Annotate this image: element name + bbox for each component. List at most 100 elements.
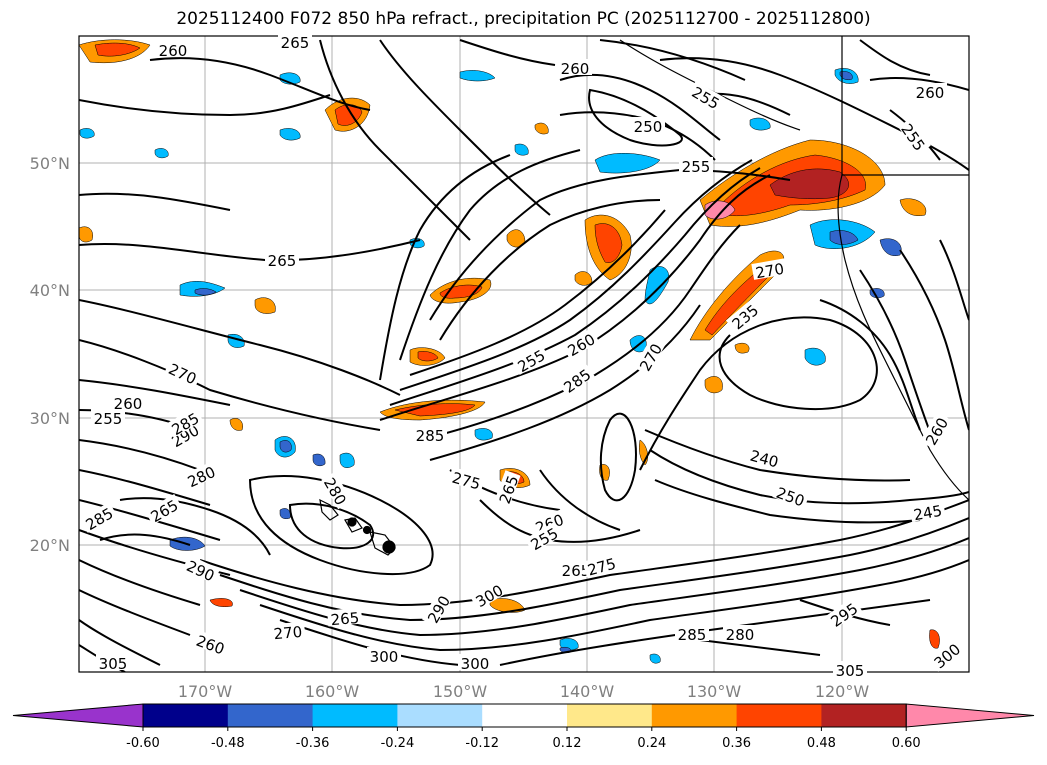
contour-label-bg [182,554,221,584]
colorbar-tick-label: 0.12 [553,736,582,751]
contour-label: 305 [836,662,865,680]
contour-label-bg [511,343,550,375]
colorbar-segment [143,704,229,727]
latitude-labels: 50°N 40°N 30°N 20°N [30,154,70,555]
contour-label-bg [493,470,521,508]
contour-label-bg [687,80,726,112]
contour-label-bg [144,493,183,525]
colorbar-segment [567,704,653,727]
refractivity-contours [79,39,969,672]
contour-label: 270 [754,260,785,283]
contour-label-bg [91,409,125,425]
lat-label-20n: 20°N [30,536,70,555]
contour-label-bg [909,500,946,522]
colorbar-tick-label: 0.36 [722,736,751,751]
contour-label: 265 [562,562,591,580]
map-frame [78,35,970,673]
contour-label-bg [582,552,620,578]
contour-label-bg [557,363,595,396]
contour-label-bg [164,357,203,387]
contour-label: 260 [114,395,143,413]
colorbar-segment [312,704,398,727]
colorbar-tick-label: 0.60 [892,736,921,751]
colorbar: -0.60 -0.48 -0.36 -0.24 -0.12 0.12 0.24 0.36 0.4… [12,703,1035,751]
contour-label: 260 [159,42,188,60]
contour-label-bg [898,117,931,155]
contour-label-bg [321,471,353,510]
contour-label: 245 [912,502,943,525]
contour-label: 285 [678,626,707,644]
contour-label: 285 [416,427,445,445]
lon-label-130w: 130°W [687,682,742,701]
colorbar-tick-label: -0.12 [465,736,499,751]
contour-label: 255 [682,158,711,176]
contour-label: 260 [561,60,590,78]
colorbar-segment [227,704,314,727]
contour-label-bg [458,654,492,670]
lat-label-30n: 30°N [30,409,70,428]
contour-label: 265 [268,252,297,270]
contour-label: 270 [273,623,303,643]
lon-label-160w: 160°W [305,682,360,701]
contour-label: 300 [370,648,399,666]
contour-label-bg [558,59,592,75]
contour-label-bg [270,621,306,641]
contour-label-bg [327,607,363,627]
contour-label: 255 [94,410,123,428]
contour-label-bg [181,460,220,490]
colorbar-tick-label: 0.48 [807,736,836,751]
contour-label: 260 [916,84,945,102]
contour-label-bg [192,629,230,657]
colorbar-tick-label: -0.36 [296,736,330,751]
contour-label-bg [448,466,486,492]
contour-label: 265 [281,34,310,52]
contour-label-bg [265,251,299,267]
lat-label-40n: 40°N [30,281,70,300]
contour-label-bg [631,117,665,133]
lon-label-150w: 150°W [433,682,488,701]
contour-label-bg [367,647,401,663]
colorbar-segment [651,704,738,727]
lat-label-50n: 50°N [30,154,70,173]
longitude-labels: 170°W 160°W 150°W 140°W 130°W 120°W [178,682,870,701]
colorbar-tick-label: -0.48 [211,736,245,751]
contour-label-bg [421,589,453,628]
contour-label: 280 [726,626,755,644]
colorbar-tick-label: -0.60 [126,736,160,751]
contour-label-bg [751,258,788,280]
colorbar-frame [142,703,907,728]
contour-label-bg [469,578,508,610]
lon-label-170w: 170°W [178,682,233,701]
contour-label-bg [165,406,204,438]
contour-label-bg [156,41,190,57]
contour-label-bg [96,654,130,670]
contour-label-bg [278,33,312,49]
contour-label-bg [725,298,763,333]
contour-label: 265 [330,609,360,629]
coastline [319,36,969,556]
contour-label-bg [679,157,713,173]
contour-label: 300 [461,655,490,673]
contour-label-bg [561,327,600,359]
contour-label-bg [413,426,447,442]
contour-label-bg [919,411,951,450]
colorbar-segment [821,704,907,727]
contour-label-bg [927,637,965,672]
contour-label-bg [165,418,204,450]
contour-label-bg [530,508,568,536]
contour-label-bg [746,444,784,470]
contour-label-bg [824,597,862,630]
contour-label-bg [524,521,563,553]
contour-label: 250 [634,118,663,136]
contour-label-bg [111,394,145,410]
colorbar-segment [397,704,483,727]
contour-label-bg [772,481,810,509]
contour-label-bg [723,625,757,641]
colorbar-segment [736,704,822,727]
map-title: 2025112400 F072 850 hPa refract., precip… [176,9,871,29]
colorbar-tick-label: 0.24 [637,736,666,751]
contour-label-bg [913,83,947,99]
colorbar-extend-high [905,703,1035,728]
